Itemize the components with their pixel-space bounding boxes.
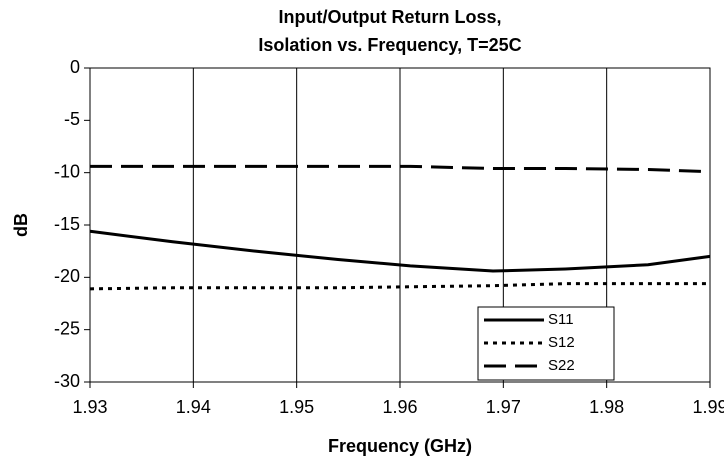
y-axis-label: dB (11, 213, 31, 237)
chart-title: Input/Output Return Loss, (279, 7, 502, 27)
x-tick-label: 1.95 (279, 397, 314, 417)
plot-frame (89, 67, 711, 383)
x-tick-label: 1.96 (382, 397, 417, 417)
y-tick-label: -25 (54, 318, 80, 338)
y-tick-label: 0 (70, 57, 80, 77)
series-line (90, 164, 711, 174)
y-tick-label: -20 (54, 266, 80, 286)
x-tick-label: 1.94 (176, 397, 211, 417)
series-line (89, 229, 711, 273)
legend-box (477, 306, 615, 381)
legend-label: S11 (548, 311, 574, 328)
x-tick-label: 1.97 (486, 397, 521, 417)
series-line (89, 282, 710, 291)
legend-label: S22 (548, 357, 575, 374)
x-axis-label: Frequency (GHz) (328, 436, 472, 456)
x-tick-label: 1.98 (589, 397, 624, 417)
y-tick-label: -30 (54, 371, 80, 391)
x-tick-label: 1.93 (72, 397, 107, 417)
legend-label: S12 (548, 334, 575, 351)
chart-title: Isolation vs. Frequency, T=25C (258, 35, 521, 55)
y-tick-label: -10 (54, 161, 80, 181)
y-tick-label: -5 (64, 109, 80, 129)
y-tick-label: -15 (54, 214, 80, 234)
x-tick-label: 1.99 (692, 397, 724, 417)
